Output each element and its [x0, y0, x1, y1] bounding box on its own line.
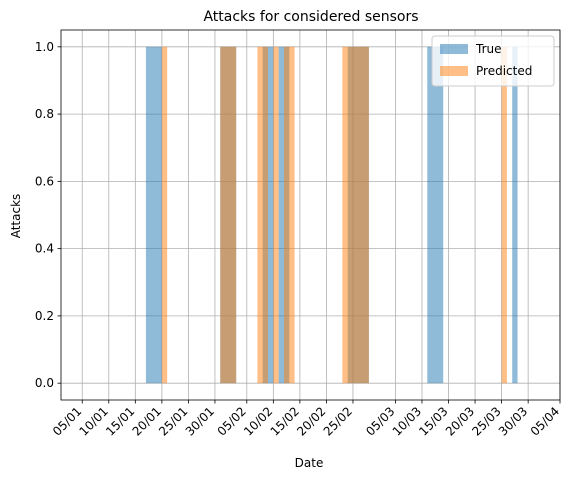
predicted-attack-span: [220, 47, 236, 383]
true-legend-swatch: [440, 44, 468, 54]
attack-spans: [146, 47, 518, 383]
true-attack-span: [427, 47, 443, 383]
x-tick-label: 05/01: [50, 404, 84, 438]
y-axis-ticks: 0.0 0.2 0.4 0.6 0.8 1.0: [35, 40, 61, 390]
y-tick-label: 0.2: [35, 309, 54, 323]
x-tick-label: 30/03: [496, 404, 530, 438]
true-attack-span: [279, 47, 284, 383]
x-tick-label: 20/02: [294, 404, 328, 438]
y-tick-label: 0.6: [35, 174, 54, 188]
predicted-legend-label: Predicted: [476, 64, 532, 78]
x-tick-label: 10/03: [390, 404, 424, 438]
x-tick-label: 25/01: [156, 404, 190, 438]
predicted-attack-span: [502, 47, 507, 383]
x-tick-label: 25/03: [469, 404, 503, 438]
predicted-attack-span: [284, 47, 295, 383]
y-tick-label: 1.0: [35, 40, 54, 54]
x-tick-label: 20/01: [130, 404, 164, 438]
x-tick-label: 10/02: [241, 404, 275, 438]
predicted-attack-span: [342, 47, 369, 383]
x-tick-label: 30/01: [183, 404, 217, 438]
x-tick-label: 05/04: [528, 404, 562, 438]
y-axis-label: Attacks: [9, 194, 23, 239]
chart-title: Attacks for considered sensors: [203, 9, 418, 25]
true-attack-span: [146, 47, 162, 383]
predicted-attack-span: [257, 47, 268, 383]
y-tick-label: 0.8: [35, 107, 54, 121]
predicted-legend-swatch: [440, 66, 468, 76]
x-tick-label: 15/02: [268, 404, 302, 438]
x-tick-label: 25/02: [321, 404, 355, 438]
x-tick-label: 15/01: [103, 404, 137, 438]
true-legend-label: True: [475, 42, 502, 56]
true-attack-span: [512, 47, 517, 383]
x-tick-label: 05/03: [363, 404, 397, 438]
x-tick-label: 15/03: [416, 404, 450, 438]
x-axis-ticks: 05/0110/0115/0120/0125/0130/0105/0210/02…: [50, 400, 562, 439]
x-tick-label: 20/03: [443, 404, 477, 438]
x-axis-label: Date: [295, 456, 324, 470]
y-tick-label: 0.4: [35, 242, 54, 256]
predicted-attack-span: [162, 47, 167, 383]
y-tick-label: 0.0: [35, 376, 54, 390]
legend: True Predicted: [432, 36, 554, 86]
predicted-attack-span: [273, 47, 278, 383]
x-tick-label: 10/01: [77, 404, 111, 438]
x-tick-label: 05/02: [215, 404, 249, 438]
